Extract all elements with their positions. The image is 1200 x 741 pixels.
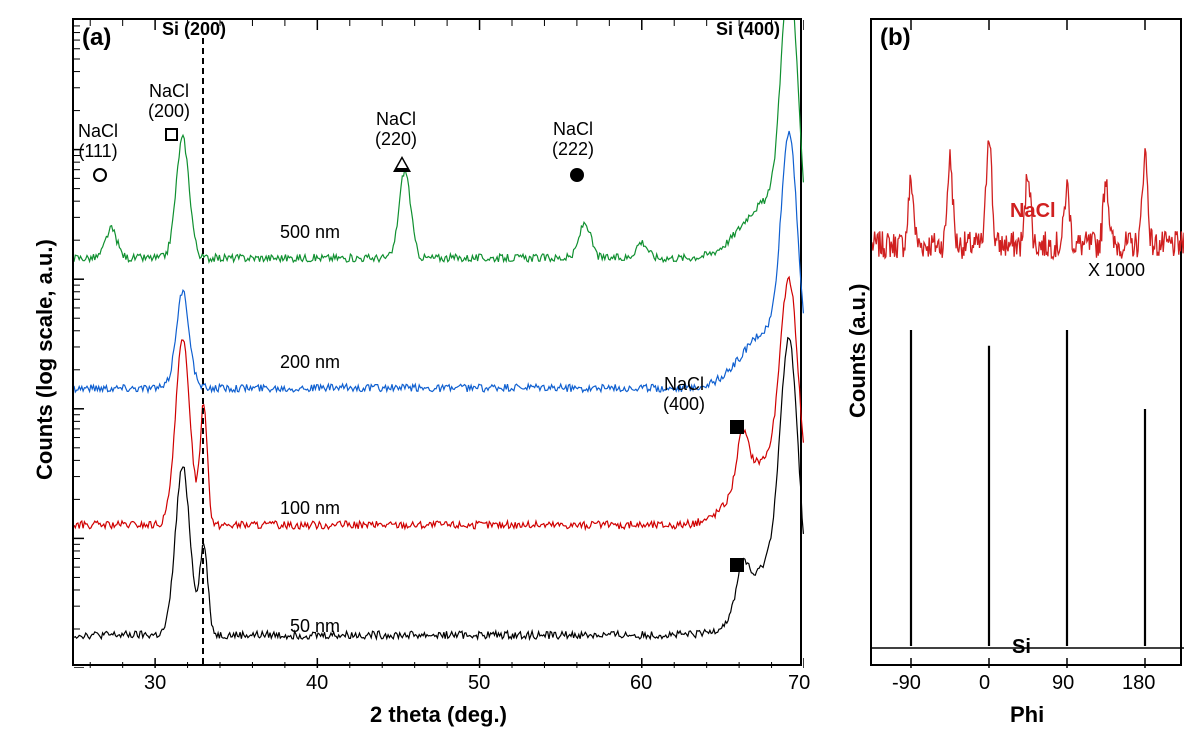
nacl-phi-label: NaCl [1010, 200, 1056, 223]
xtick-b-90: 90 [1052, 672, 1074, 695]
xtick-a-30: 30 [144, 672, 166, 695]
xtick-a-70: 70 [788, 672, 810, 695]
panel-b-plot [872, 20, 1184, 668]
xtick-a-60: 60 [630, 672, 652, 695]
xtick-b-0: 0 [979, 672, 990, 695]
nacl-400-label: NaCl(400) [663, 375, 705, 415]
panel-b-label: (b) [880, 24, 911, 52]
panel-a-ylabel: Counts (log scale, a.u.) [32, 239, 58, 480]
panel-b-xlabel: Phi [1010, 702, 1044, 728]
xtick-b-180: 180 [1122, 672, 1155, 695]
si-400-label: Si (400) [716, 20, 780, 40]
label-200nm: 200 nm [280, 352, 340, 373]
xtick-b-n90: -90 [892, 672, 921, 695]
nacl-111-marker [93, 168, 107, 182]
nacl-220-label: NaCl(220) [375, 110, 417, 150]
nacl-220-marker [393, 156, 411, 172]
panel-b [870, 18, 1182, 666]
nacl-400-marker-100nm [730, 420, 744, 434]
si-phi-label: Si [1012, 636, 1031, 659]
nacl-222-label: NaCl(222) [552, 120, 594, 160]
xtick-a-50: 50 [468, 672, 490, 695]
label-50nm: 50 nm [290, 616, 340, 637]
nacl-111-label: NaCl(111) [78, 122, 118, 162]
nacl-200-marker [165, 128, 178, 141]
label-100nm: 100 nm [280, 498, 340, 519]
label-500nm: 500 nm [280, 222, 340, 243]
xtick-a-40: 40 [306, 672, 328, 695]
nacl-400-marker-50nm [730, 558, 744, 572]
panel-a-label: (a) [82, 24, 111, 52]
nacl-222-marker [570, 168, 584, 182]
si-200-dashed-line [202, 38, 204, 664]
si-200-label: Si (200) [162, 20, 226, 40]
scale-note: X 1000 [1088, 260, 1145, 281]
panel-a-xlabel: 2 theta (deg.) [370, 702, 507, 728]
nacl-200-label: NaCl(200) [148, 82, 190, 122]
panel-b-ylabel: Counts (a.u.) [845, 284, 871, 418]
